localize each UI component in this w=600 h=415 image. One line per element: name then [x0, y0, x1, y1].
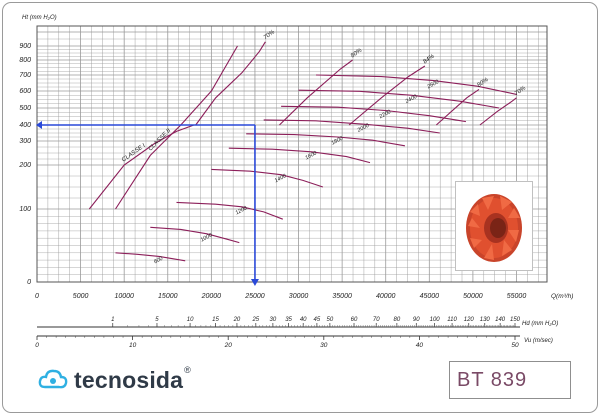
x-tick-label: 15000	[158, 293, 178, 300]
speed-curve	[115, 252, 186, 262]
speed-label: 1800	[330, 135, 344, 146]
speed-label: 2200	[378, 109, 393, 121]
speed-label: 2600	[425, 79, 440, 91]
speed-curve	[150, 226, 240, 244]
y-axis-label: Ht (mm H₂O)	[22, 15, 57, 21]
hd-tick-label: 15	[212, 317, 219, 323]
y-tick-label: 600	[19, 88, 31, 95]
class-line	[115, 45, 238, 210]
brand-logo: tecnosida ®	[38, 362, 191, 398]
efficiency-line	[348, 65, 426, 126]
x-tick-label: 35000	[332, 293, 352, 300]
y-tick-label: 400	[19, 122, 31, 129]
hd-tick-label: 60	[351, 317, 358, 323]
y-tick-label: 700	[19, 72, 31, 79]
speed-curve	[315, 74, 517, 95]
operating-point-h-arrow	[36, 121, 42, 129]
x-tick-label: 45000	[420, 293, 440, 300]
operating-point-v-arrow	[250, 279, 259, 286]
speed-label: 600	[153, 255, 165, 265]
hd-tick-label: 140	[495, 317, 506, 323]
hd-tick-label: 20	[233, 317, 241, 323]
y-tick-label: 300	[19, 138, 31, 145]
efficiency-line	[195, 41, 266, 126]
hd-tick-label: 1	[111, 317, 114, 323]
vu-scale-label: Vu (m/sec)	[524, 338, 553, 344]
class-line	[88, 124, 195, 210]
x-tick-label: 5000	[73, 293, 89, 300]
speed-curve	[263, 119, 440, 134]
vu-tick-label: 40	[416, 342, 424, 349]
vu-tick-label: 20	[224, 342, 233, 349]
speed-curve	[298, 89, 500, 109]
model-box: BT 839	[449, 361, 571, 399]
y-tick-label: 100	[19, 206, 31, 213]
hd-tick-label: 35	[285, 317, 292, 323]
efficiency-line	[279, 59, 353, 126]
hd-tick-label: 45	[314, 317, 321, 323]
speed-label: 2000	[356, 122, 371, 134]
speed-curve	[176, 201, 283, 220]
hd-tick-label: 5	[155, 317, 159, 323]
x-tick-label: 30000	[289, 293, 309, 300]
x-tick-label: 50000	[463, 293, 483, 300]
speed-label: 1000	[200, 232, 214, 243]
bottom-scales: 1 5 10 15 20 25 30 35 40 45 50 60 70 80 90 100 110 120 130…	[35, 317, 558, 349]
hd-scale-label: Hd (mm H₂O)	[522, 321, 558, 327]
brand-name: tecnosida	[74, 366, 184, 393]
class-label: CLASSE II	[148, 128, 173, 153]
vu-tick-label: 50	[511, 342, 519, 349]
x-tick-label: 55000	[507, 293, 527, 300]
hd-tick-label: 80	[394, 317, 401, 323]
operating-point	[36, 121, 259, 286]
y-tick-label: 900	[19, 43, 31, 50]
vu-tick-label: 0	[35, 342, 39, 349]
y-tick-label: 800	[19, 57, 31, 64]
hd-tick-label: 50	[327, 317, 334, 323]
x-tick-label: 0	[35, 293, 39, 300]
speed-curve	[246, 133, 405, 147]
plot-border	[36, 25, 548, 283]
efficiency-label: 70%	[263, 29, 277, 41]
cloud-swirl-icon	[38, 369, 68, 389]
x-tick-label: 10000	[114, 293, 134, 300]
speed-curve	[228, 147, 371, 164]
model-label: BT 839	[457, 368, 528, 391]
x-tick-label: 40000	[376, 293, 396, 300]
x-tick-label: 25000	[244, 293, 265, 300]
speed-label: 2400	[404, 93, 419, 105]
speed-label: 1600	[304, 150, 318, 161]
x-tick-label: 20000	[201, 293, 222, 300]
y-tick-label: 500	[19, 105, 31, 112]
speed-label: 1200	[235, 205, 249, 216]
efficiency-line	[479, 97, 517, 126]
efficiency-label: 80%	[350, 47, 364, 59]
hd-tick-label: 150	[510, 317, 521, 323]
hd-tick-label: 30	[270, 317, 277, 323]
y-tick-label: 0	[27, 279, 31, 286]
y-tick-label: 200	[18, 162, 31, 169]
hd-tick-label: 130	[480, 317, 491, 323]
fan-impeller-image	[455, 181, 533, 271]
registered-mark: ®	[184, 365, 191, 375]
vu-tick-label: 30	[320, 342, 328, 349]
hd-tick-label: 25	[251, 317, 259, 323]
speed-curve	[281, 105, 466, 123]
hd-tick-label: 70	[373, 317, 380, 323]
hd-tick-label: 10	[187, 317, 194, 323]
centrifugal-impeller-icon	[466, 194, 522, 262]
hd-tick-label: 40	[300, 317, 307, 323]
hd-tick-label: 120	[464, 317, 475, 323]
hd-tick-label: 100	[430, 317, 441, 323]
hd-tick-label: 90	[413, 317, 420, 323]
x-axis-label: Q(m³/h)	[551, 293, 573, 300]
hd-tick-label: 110	[447, 317, 457, 323]
vu-tick-label: 10	[129, 342, 137, 349]
speed-label: 1400	[274, 173, 288, 184]
speed-curve	[211, 168, 324, 188]
